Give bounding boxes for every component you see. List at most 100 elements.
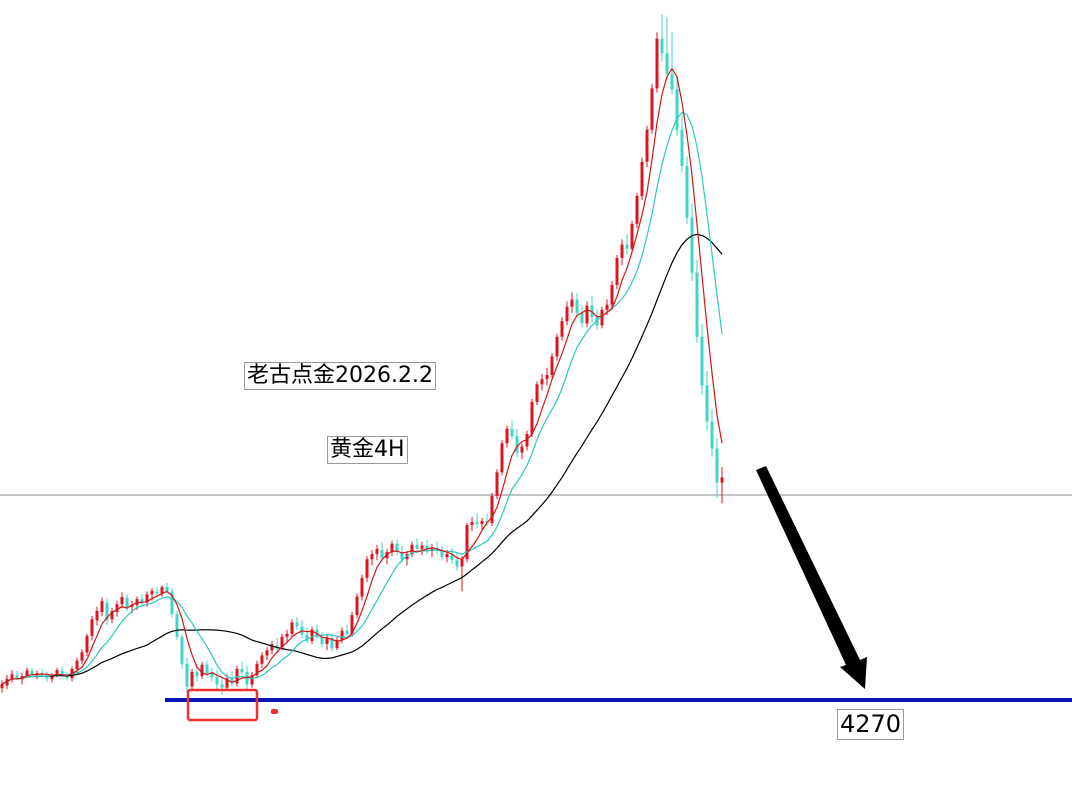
- candle-body: [45, 676, 49, 679]
- candle-body: [185, 663, 189, 687]
- candle-body: [445, 554, 449, 558]
- candle-body: [630, 223, 634, 249]
- candle-body: [670, 73, 674, 90]
- candle-body: [540, 379, 544, 385]
- candle-body: [280, 636, 284, 648]
- candle-body: [370, 554, 374, 560]
- candle-body: [615, 258, 619, 285]
- candles-group: [0, 14, 724, 695]
- candle-body: [130, 604, 134, 607]
- candle-body: [465, 525, 469, 560]
- candle-body: [290, 622, 294, 634]
- candle-body: [360, 577, 364, 597]
- candle-body: [150, 590, 154, 595]
- candle-body: [210, 673, 214, 678]
- candle-body: [710, 421, 714, 449]
- candle-body: [100, 601, 104, 613]
- candle-body: [450, 554, 454, 561]
- candle-body: [340, 630, 344, 640]
- candle-body: [145, 594, 149, 603]
- candle-body: [65, 675, 69, 679]
- candle-body: [550, 356, 554, 376]
- candle-body: [225, 678, 229, 688]
- candle-body: [305, 634, 309, 642]
- candle-body: [375, 548, 379, 555]
- ma-fast-line: [1, 67, 723, 685]
- candle-body: [320, 636, 324, 645]
- candle-body: [275, 645, 279, 648]
- candle-body: [295, 622, 299, 627]
- candle-body: [575, 299, 579, 313]
- candle-body: [95, 610, 99, 621]
- candle-body: [85, 635, 89, 653]
- candle-body: [310, 629, 314, 642]
- candle-body: [125, 597, 129, 608]
- candle-body: [175, 614, 179, 637]
- candle-body: [600, 309, 604, 326]
- candle-body: [570, 299, 574, 307]
- candle-body: [535, 384, 539, 402]
- candle-body: [55, 669, 59, 675]
- candle-body: [675, 89, 679, 130]
- candle-body: [15, 675, 19, 679]
- candle-body: [330, 637, 334, 649]
- candle-body: [140, 599, 144, 603]
- candle-body: [245, 672, 249, 685]
- candle-body: [580, 312, 584, 324]
- candle-body: [260, 655, 264, 664]
- candle-body: [455, 560, 459, 567]
- candle-body: [350, 615, 354, 634]
- candle-body: [270, 644, 274, 651]
- candle-body: [655, 38, 659, 89]
- candle-body: [285, 633, 289, 637]
- highlight-dot: [271, 709, 278, 714]
- candle-body: [410, 544, 414, 555]
- candle-body: [80, 652, 84, 661]
- candle-body: [25, 670, 29, 676]
- candle-body: [135, 599, 139, 605]
- candle-body: [505, 428, 509, 444]
- candle-body: [75, 660, 79, 669]
- candle-body: [510, 428, 514, 437]
- candle-body: [555, 336, 559, 357]
- candle-body: [470, 521, 474, 526]
- candle-body: [120, 597, 124, 605]
- candle-body: [5, 678, 9, 686]
- candle-body: [105, 602, 109, 621]
- candle-body: [490, 496, 494, 524]
- candle-body: [400, 551, 404, 560]
- candle-body: [0, 683, 4, 689]
- candle-body: [205, 664, 209, 674]
- candle-body: [240, 668, 244, 673]
- candle-body: [495, 472, 499, 497]
- ma-slow-line: [1, 233, 723, 685]
- instrument-label: 黄金4H: [327, 436, 408, 465]
- candle-body: [325, 637, 329, 645]
- candle-body: [190, 672, 194, 687]
- candle-body: [440, 550, 444, 558]
- candle-body: [625, 244, 629, 249]
- candle-body: [720, 477, 724, 483]
- candle-body: [475, 521, 479, 525]
- candle-body: [180, 636, 184, 664]
- candle-body: [195, 672, 199, 677]
- candle-body: [560, 321, 564, 337]
- candle-body: [635, 195, 639, 224]
- candle-body: [395, 543, 399, 552]
- candle-body: [545, 375, 549, 380]
- candle-body: [680, 129, 684, 166]
- candle-body: [700, 336, 704, 386]
- candle-body: [415, 544, 419, 549]
- candle-body: [420, 545, 424, 549]
- candle-body: [220, 684, 224, 688]
- chart-title: 老古点金2026.2.2: [244, 362, 436, 391]
- highlight-box: [186, 688, 259, 722]
- candle-body: [565, 306, 569, 322]
- candle-body: [480, 520, 484, 525]
- candle-body: [365, 559, 369, 578]
- candle-body: [500, 443, 504, 473]
- candle-body: [335, 639, 339, 649]
- candle-body: [640, 161, 644, 196]
- candle-body: [30, 671, 34, 675]
- candle-body: [110, 610, 114, 620]
